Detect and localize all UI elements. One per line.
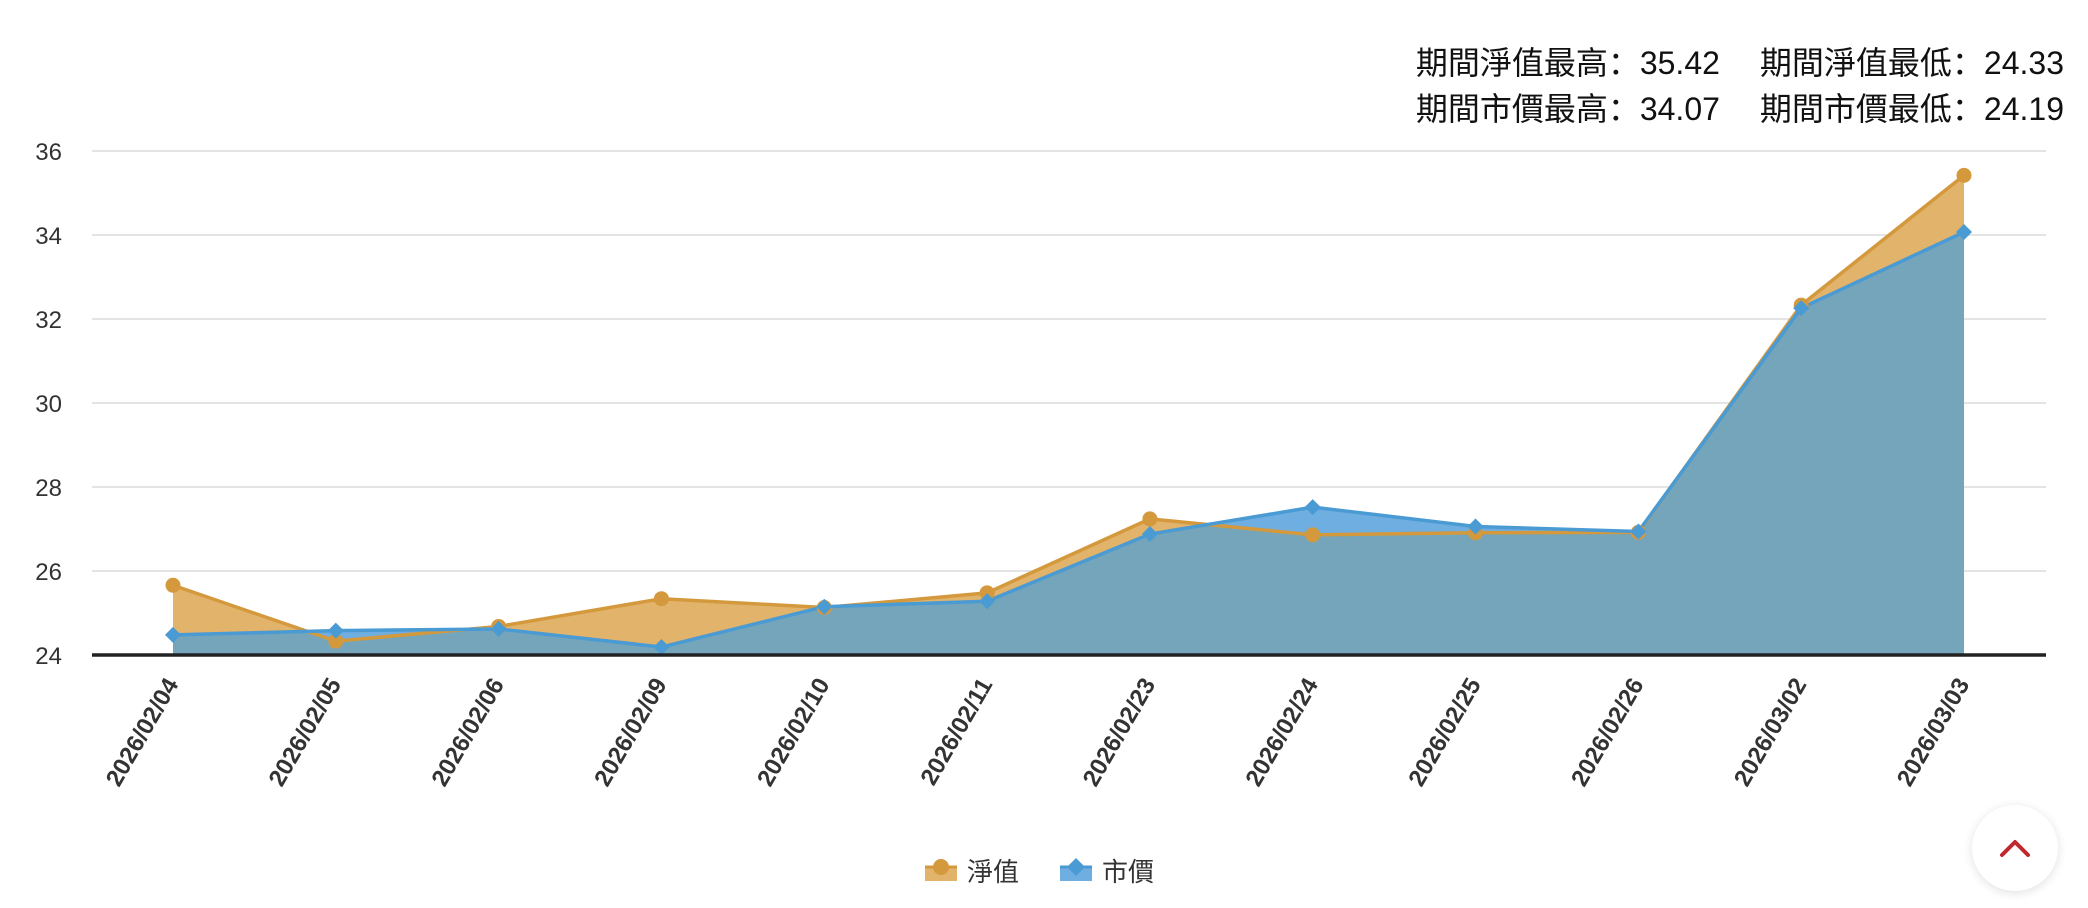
price-line (172, 230, 1965, 649)
legend-nav-label: 淨值 (967, 857, 1019, 887)
price-high-value: 34.07 (1639, 91, 1720, 127)
x-tick-label: 2026/02/05 (264, 674, 347, 792)
nav-point (653, 591, 669, 607)
price-point (653, 639, 670, 656)
x-tick-label: 2026/02/04 (101, 673, 185, 791)
price-point (1956, 224, 1972, 241)
y-tick-label: 34 (35, 223, 62, 250)
nav-high-stat: 期間淨值最高：35.42 (1416, 40, 1720, 86)
nav-low-stat: 期間淨值最低：24.33 (1760, 40, 2064, 86)
nav-low-value: 24.33 (1983, 45, 2064, 81)
x-tick-label: 2026/02/23 (1078, 674, 1161, 792)
price-point (490, 620, 507, 637)
price-point (1467, 518, 1484, 535)
nav-point (1305, 527, 1321, 543)
x-tick-label: 2026/02/11 (916, 673, 999, 789)
y-tick-label: 28 (35, 475, 62, 502)
chevron-up-icon (2000, 840, 2030, 857)
y-tick-label: 32 (35, 307, 62, 334)
price-point (816, 598, 833, 615)
x-tick-label: 2026/02/25 (1403, 674, 1486, 792)
legend-price-marker (1067, 858, 1085, 876)
price-point (1141, 526, 1158, 543)
nav-point (328, 633, 344, 649)
x-tick-label: 2026/03/02 (1729, 674, 1812, 792)
x-tick-label: 2026/03/03 (1892, 674, 1975, 792)
price-low-stat: 期間市價最低：24.19 (1760, 86, 2064, 132)
legend-nav-marker (933, 859, 949, 875)
x-tick-label: 2026/02/24 (1240, 673, 1324, 791)
y-tick-label: 26 (35, 559, 62, 586)
nav-point (979, 585, 995, 601)
price-point (327, 622, 344, 639)
price-point (165, 626, 181, 643)
price-stats-row: 期間市價最高：34.07 期間市價最低：24.19 (1416, 86, 2064, 132)
overlap-area (173, 232, 1964, 655)
period-stats: 期間淨值最高：35.42 期間淨值最低：24.33 期間市價最高：34.07 期間市… (1416, 40, 2064, 132)
x-tick-label: 2026/02/10 (752, 674, 835, 792)
nav-point (165, 577, 181, 593)
price-low-label: 期間市價最低： (1759, 91, 1984, 127)
nav-point (1142, 511, 1158, 527)
x-tick-label: 2026/02/06 (426, 674, 509, 792)
nav-point (1956, 167, 1972, 183)
back-to-top-button[interactable] (1972, 805, 2058, 891)
price-high-label: 期間市價最高： (1415, 91, 1640, 127)
price-point (1304, 499, 1321, 516)
legend-price-label: 市價 (1102, 857, 1154, 887)
price-low-value: 24.19 (1983, 91, 2064, 127)
price-point (1630, 523, 1647, 540)
nav-low-label: 期間淨值最低： (1759, 45, 1984, 81)
y-tick-label: 30 (35, 391, 62, 418)
nav-stats-row: 期間淨值最高：35.42 期間淨值最低：24.33 (1416, 40, 2064, 86)
price-point (979, 593, 996, 610)
x-tick-label: 2026/02/26 (1566, 674, 1649, 792)
price-high-stat: 期間市價最高：34.07 (1416, 86, 1720, 132)
price-point (1793, 300, 1810, 317)
nav-high-label: 期間淨值最高： (1415, 45, 1640, 81)
nav-high-value: 35.42 (1639, 45, 1720, 81)
y-tick-label: 36 (35, 139, 62, 166)
x-tick-label: 2026/02/09 (589, 674, 672, 792)
y-tick-label: 24 (35, 643, 62, 670)
